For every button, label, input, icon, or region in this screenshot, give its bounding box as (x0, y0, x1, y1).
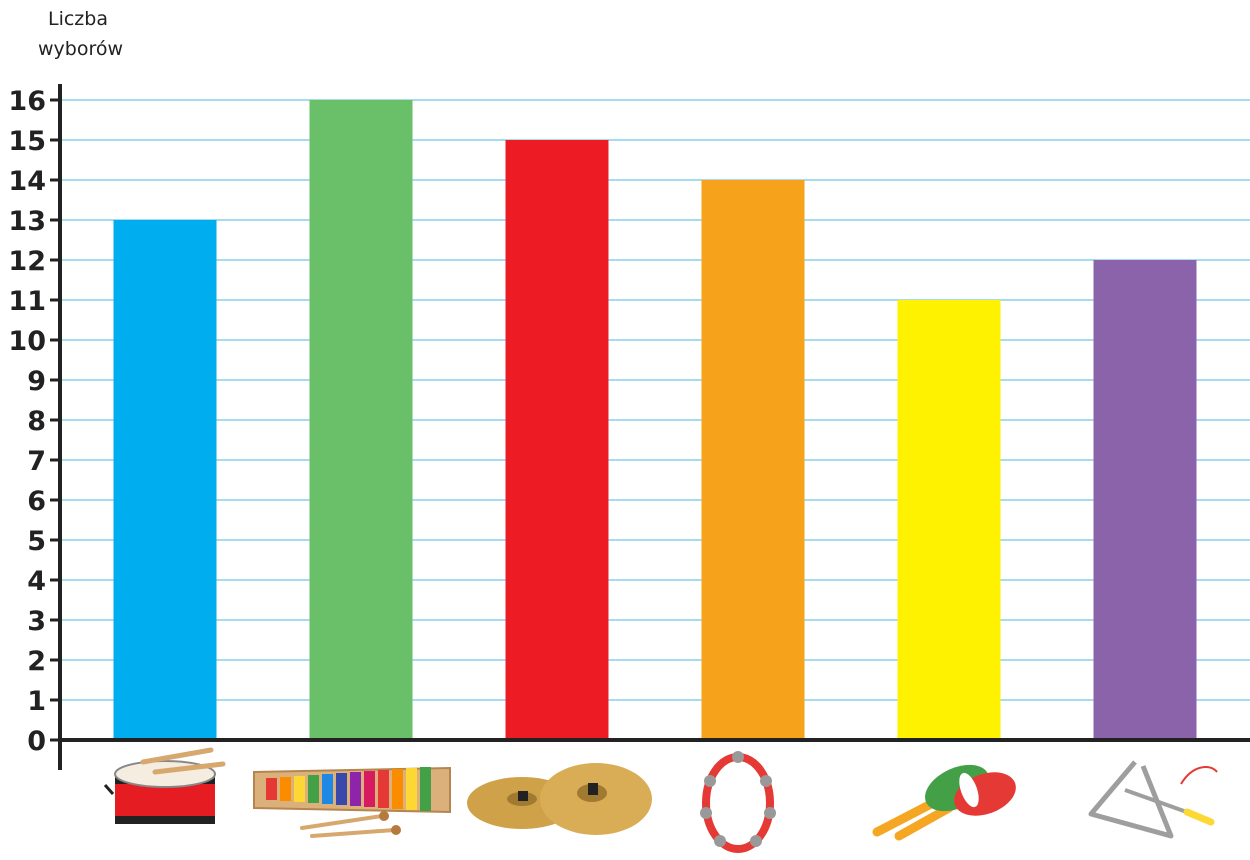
triangle-icon (1088, 760, 1218, 839)
bar-talerze (505, 140, 609, 740)
bar-trójkąt (1093, 260, 1197, 740)
y-axis-label-line2: wyborów (38, 38, 124, 60)
y-tick-label: 5 (27, 526, 46, 557)
y-tick-label: 3 (27, 606, 46, 637)
y-tick-label: 0 (27, 726, 46, 757)
y-tick-label: 6 (27, 486, 46, 517)
bar-cymbałki (309, 100, 413, 740)
maracas-icon (872, 764, 1016, 841)
bar-bębenek (113, 220, 217, 740)
y-tick-label: 4 (27, 566, 46, 597)
y-axis-label: Liczba wyborów (38, 4, 124, 64)
axes (58, 84, 1250, 770)
bars (113, 100, 1197, 740)
xylophone-icon (253, 766, 451, 838)
bar-tamburyn (701, 180, 805, 740)
y-tick-label: 1 (27, 686, 46, 717)
y-tick-label: 15 (8, 126, 46, 157)
y-tick-label: 10 (8, 326, 46, 357)
drum-icon (103, 747, 226, 824)
cymbals-icon (467, 763, 652, 835)
y-tick-label: 14 (8, 166, 46, 197)
y-tick-label: 8 (27, 406, 46, 437)
y-tick-label: 7 (27, 446, 46, 477)
y-tick-label: 11 (8, 286, 46, 317)
y-tick-label: 16 (8, 86, 46, 117)
bar-marakasy (897, 300, 1001, 740)
gridlines (60, 99, 1250, 701)
tambourine-icon (700, 751, 776, 853)
y-axis-label-line1: Liczba (48, 8, 108, 30)
y-tick-label: 9 (27, 366, 46, 397)
y-tick-label: 12 (8, 246, 46, 277)
y-tick-label: 13 (8, 206, 46, 237)
y-tick-label: 2 (27, 646, 46, 677)
